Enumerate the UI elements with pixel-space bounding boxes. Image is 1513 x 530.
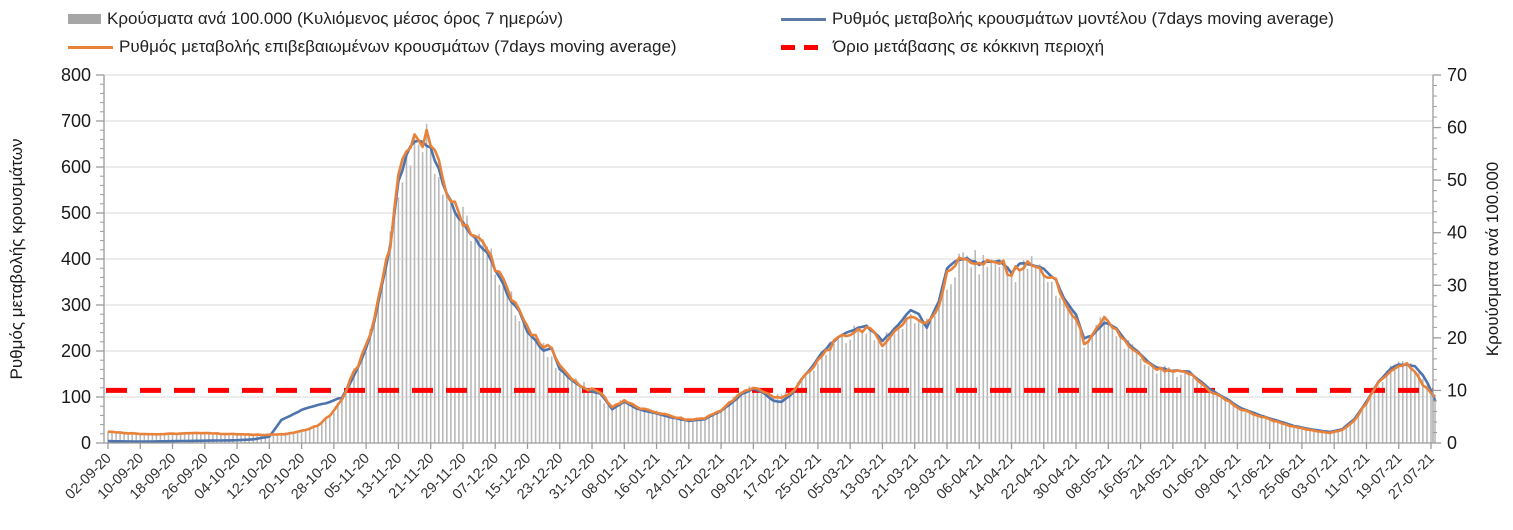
y-left-axis-title: Ρυθμός μεταβολής κρουσμάτων [7, 139, 26, 380]
legend-label-red-zone-threshold: Όριο μετάβασης σε κόκκινη περιοχή [833, 37, 1105, 56]
bars-cases-per-100k [107, 123, 1436, 443]
x-ticks: 02-09-2010-09-2018-09-2026-09-2004-10-20… [62, 443, 1438, 503]
model-rate-line [107, 139, 1437, 443]
legend-item-cases-per-100k: Κρούσματα ανά 100.000 (Κυλιόμενος μέσος … [68, 9, 563, 29]
confirmed-rate-line [107, 128, 1436, 437]
svg-text:60: 60 [1447, 118, 1467, 138]
svg-text:20: 20 [1447, 328, 1467, 348]
svg-text:100: 100 [61, 387, 91, 407]
line-swatch-orange-icon [68, 45, 113, 49]
svg-text:0: 0 [81, 433, 91, 453]
y-right-axis-title: Κρουύσματα ανά 100.000 [1483, 162, 1502, 357]
legend-item-red-zone-threshold: Όριο μετάβασης σε κόκκινη περιοχή [781, 37, 1104, 57]
legend-item-model-rate: Ρυθμός μεταβολής κρουσμάτων μοντέλου (7d… [781, 9, 1334, 29]
svg-text:0: 0 [1447, 433, 1457, 453]
bar-swatch-icon [68, 14, 101, 24]
svg-text:400: 400 [61, 249, 91, 269]
svg-text:30: 30 [1447, 275, 1467, 295]
svg-text:800: 800 [61, 65, 91, 85]
line-swatch-blue-icon [781, 17, 826, 21]
legend-label-confirmed-rate: Ρυθμός μεταβολής επιβεβαιωμένων κρουσμάτ… [119, 37, 677, 56]
svg-text:200: 200 [61, 341, 91, 361]
svg-text:70: 70 [1447, 65, 1467, 85]
legend-label-model-rate: Ρυθμός μεταβολής κρουσμάτων μοντέλου (7d… [832, 9, 1334, 28]
y-right-ticks: 0 10 20 30 40 50 60 70 [1433, 65, 1467, 453]
legend-label-cases-per-100k: Κρούσματα ανά 100.000 (Κυλιόμενος μέσος … [107, 9, 564, 28]
legend-item-confirmed-rate: Ρυθμός μεταβολής επιβεβαιωμένων κρουσμάτ… [68, 37, 677, 57]
y-left-ticks: 0 100 200 300 400 500 600 700 800 [61, 65, 104, 453]
dashed-line-swatch-icon [781, 44, 827, 50]
svg-text:10: 10 [1447, 380, 1467, 400]
svg-text:40: 40 [1447, 223, 1467, 243]
svg-text:600: 600 [61, 157, 91, 177]
svg-text:700: 700 [61, 111, 91, 131]
svg-text:500: 500 [61, 203, 91, 223]
svg-text:50: 50 [1447, 170, 1467, 190]
svg-text:300: 300 [61, 295, 91, 315]
